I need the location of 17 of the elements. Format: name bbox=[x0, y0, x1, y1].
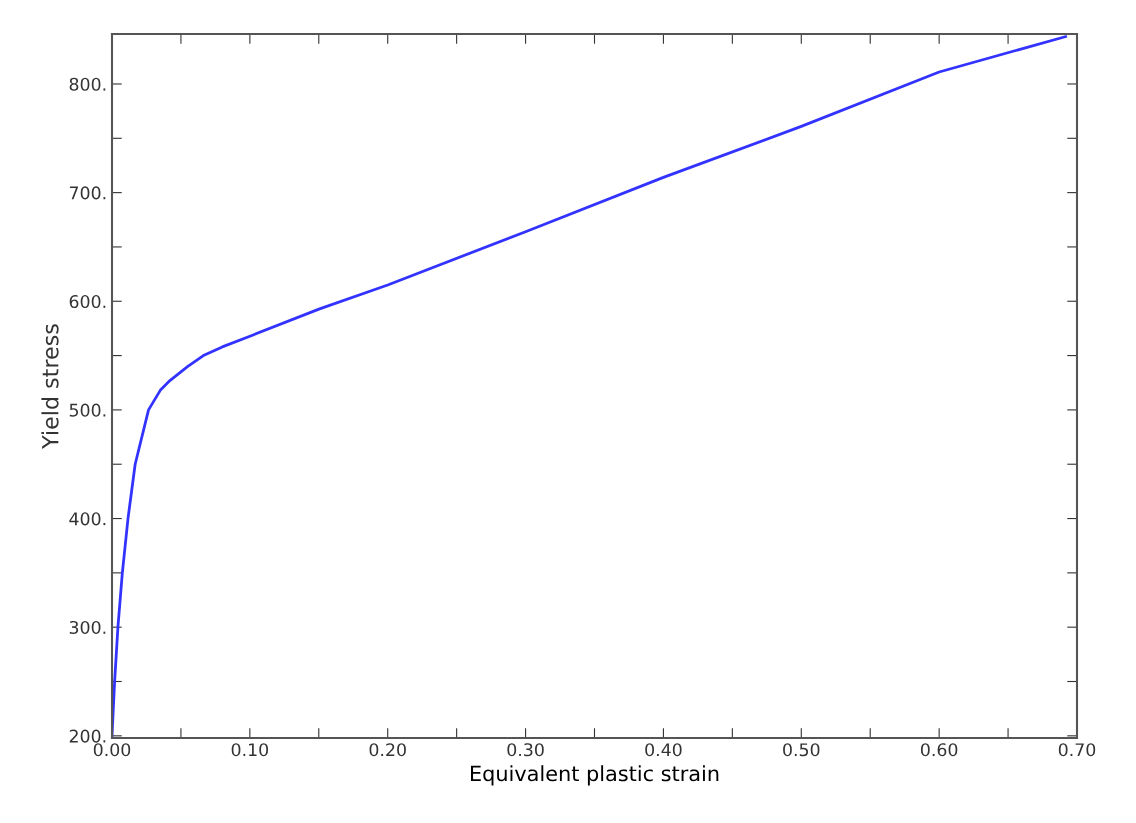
y-tick-label: 400. bbox=[69, 512, 106, 526]
x-tick-label: 0.40 bbox=[645, 743, 682, 757]
x-tick-label: 0.20 bbox=[369, 743, 406, 757]
y-tick-label: 600. bbox=[69, 294, 106, 309]
x-tick-label: 0.30 bbox=[507, 743, 544, 757]
y-tick-label: 700. bbox=[69, 186, 106, 200]
x-tick-label: 0.50 bbox=[783, 743, 820, 757]
x-tick-label: 0.10 bbox=[231, 743, 269, 757]
x-axis-title: Equivalent plastic strain bbox=[471, 765, 719, 786]
y-tick-label: 800. bbox=[69, 77, 106, 91]
x-tick-label: 0.00 bbox=[93, 743, 131, 757]
y-tick-label: 500. bbox=[69, 403, 106, 417]
y-tick-label: 300. bbox=[69, 620, 106, 635]
x-tick-label: 0.70 bbox=[1058, 743, 1096, 757]
y-axis-title: Yield stress bbox=[41, 324, 59, 449]
y-tick-label: 200. bbox=[69, 729, 106, 743]
x-tick-label: 0.60 bbox=[920, 743, 958, 757]
